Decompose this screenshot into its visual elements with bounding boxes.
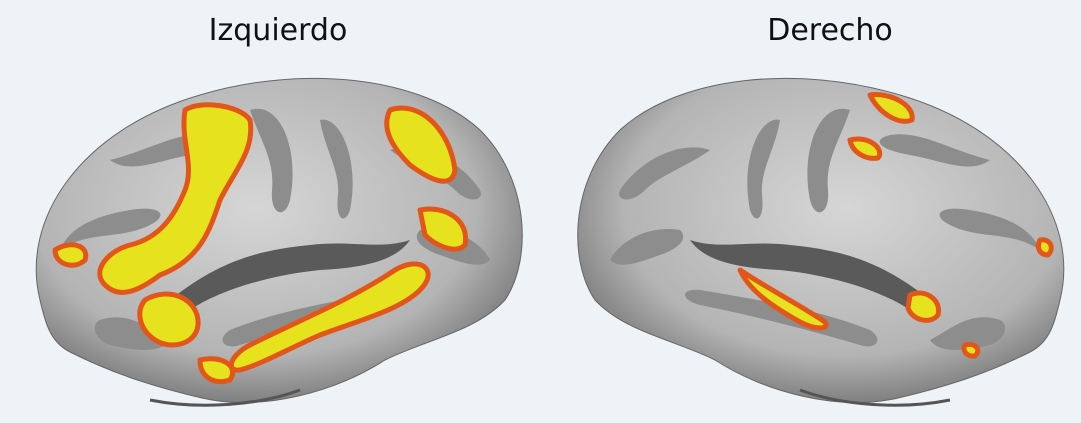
hemisphere-label: Izquierdo: [209, 13, 348, 48]
left-hemisphere: [34, 76, 524, 407]
right-hemisphere: [576, 76, 1066, 407]
hemisphere-label: Derecho: [767, 13, 893, 48]
